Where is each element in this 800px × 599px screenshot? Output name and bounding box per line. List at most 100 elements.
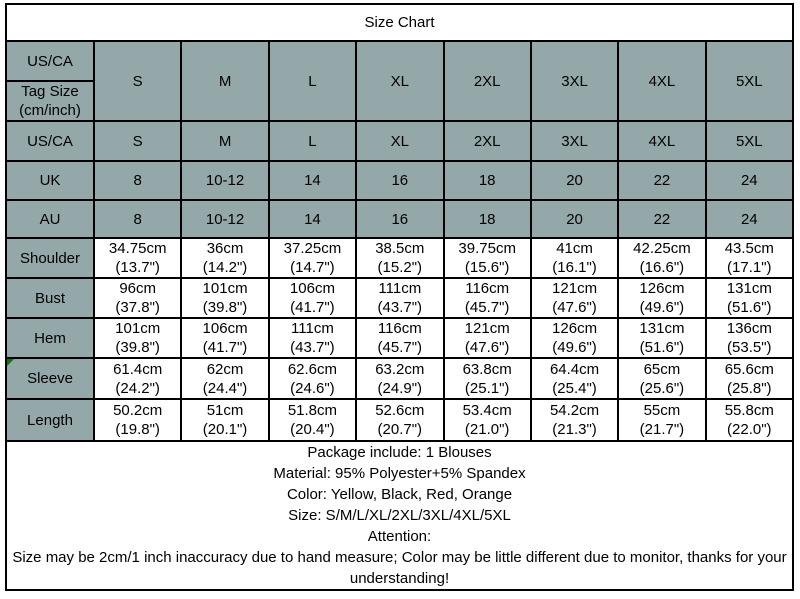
measurement-cell: 111cm (43.7") xyxy=(267,317,358,359)
measurement-cell: 53.4cm (21.0") xyxy=(442,398,532,442)
size-cell: 24 xyxy=(704,199,795,239)
size-cell: 5XL xyxy=(704,120,795,162)
measurement-cell: 121cm (47.6") xyxy=(442,317,532,359)
measurement-cell: 62cm (24.4") xyxy=(180,357,270,400)
note-size: Size: S/M/L/XL/2XL/3XL/4XL/5XL xyxy=(288,507,511,524)
chart-title: Size Chart xyxy=(5,3,794,42)
note-package: Package include: 1 Blouses xyxy=(307,444,492,461)
row-length: Length 50.2cm (19.8") 51cm (20.1") 51.8c… xyxy=(5,398,795,442)
measurement-cell: 37.25cm (14.7") xyxy=(267,237,358,279)
measurement-cell: 36cm (14.2") xyxy=(180,237,270,279)
size-chart-table: Size Chart US/CA S M L XL 2XL 3XL 4XL 5X… xyxy=(5,3,795,591)
header-row-top: US/CA S M L XL 2XL 3XL 4XL 5XL xyxy=(5,40,795,122)
size-cell: 14 xyxy=(267,199,358,239)
corner-label-tag-size: Tag Size (cm/inch) xyxy=(5,80,95,122)
row-sleeve: Sleeve 61.4cm (24.2") 62cm (24.4") 62.6c… xyxy=(5,357,795,400)
measurement-cell: 43.5cm (17.1") xyxy=(704,237,795,279)
size-cell: S xyxy=(92,120,183,162)
measurement-cell: 39.75cm (15.6") xyxy=(442,237,532,279)
row-shoulder: Shoulder 34.75cm (13.7") 36cm (14.2") 37… xyxy=(5,237,795,279)
size-cell: 16 xyxy=(355,199,445,239)
size-cell: M xyxy=(180,120,270,162)
size-cell: 16 xyxy=(355,160,445,201)
measurement-cell: 121cm (47.6") xyxy=(529,277,620,319)
size-cell: XL xyxy=(355,120,445,162)
row-us-ca: US/CA S M L XL 2XL 3XL 4XL 5XL xyxy=(5,120,795,162)
notes-row: Package include: 1 Blouses Material: 95%… xyxy=(5,440,794,591)
size-col-header-5xl: 5XL xyxy=(704,40,795,122)
measurement-cell: 51cm (20.1") xyxy=(180,398,270,442)
measurement-cell: 54.2cm (21.3") xyxy=(529,398,620,442)
size-cell: 22 xyxy=(617,199,707,239)
measurement-cell: 126cm (49.6") xyxy=(617,277,707,319)
size-cell: 3XL xyxy=(529,120,620,162)
measurement-cell: 42.25cm (16.6") xyxy=(617,237,707,279)
measurement-cell: 50.2cm (19.8") xyxy=(92,398,183,442)
excel-error-marker-icon xyxy=(8,360,14,366)
size-cell: 22 xyxy=(617,160,707,201)
size-cell: 18 xyxy=(442,199,532,239)
measurement-cell: 96cm (37.8") xyxy=(92,277,183,319)
measurement-cell: 131cm (51.6") xyxy=(704,277,795,319)
title-row: Size Chart xyxy=(5,3,794,42)
size-col-header-3xl: 3XL xyxy=(529,40,620,122)
size-cell: 4XL xyxy=(617,120,707,162)
measurement-cell: 116cm (45.7") xyxy=(442,277,532,319)
row-uk: UK 8 10-12 14 16 18 20 22 24 xyxy=(5,160,795,201)
measurement-cell: 65.6cm (25.8") xyxy=(704,357,795,400)
size-col-header-m: M xyxy=(180,40,270,122)
size-col-header-2xl: 2XL xyxy=(442,40,532,122)
size-cell: L xyxy=(267,120,358,162)
size-col-header-xl: XL xyxy=(355,40,445,122)
row-label-text: Sleeve xyxy=(27,370,73,387)
note-color: Color: Yellow, Black, Red, Orange xyxy=(286,486,513,503)
row-label: Sleeve xyxy=(5,357,95,400)
measurement-cell: 106cm (41.7") xyxy=(180,317,270,359)
size-cell: 14 xyxy=(267,160,358,201)
measurement-cell: 111cm (43.7") xyxy=(355,277,445,319)
size-cell: 10-12 xyxy=(180,199,270,239)
measurement-cell: 131cm (51.6") xyxy=(617,317,707,359)
measurement-cell: 38.5cm (15.2") xyxy=(355,237,445,279)
measurement-cell: 116cm (45.7") xyxy=(355,317,445,359)
row-label: Length xyxy=(5,398,95,442)
size-cell: 20 xyxy=(529,199,620,239)
measurement-cell: 106cm (41.7") xyxy=(267,277,358,319)
corner-label-us-ca: US/CA xyxy=(5,40,95,82)
product-notes: Package include: 1 Blouses Material: 95%… xyxy=(5,440,794,591)
measurement-cell: 61.4cm (24.2") xyxy=(92,357,183,400)
measurement-cell: 101cm (39.8") xyxy=(180,277,270,319)
row-label: UK xyxy=(5,160,95,201)
measurement-cell: 63.8cm (25.1") xyxy=(442,357,532,400)
size-cell: 2XL xyxy=(442,120,532,162)
note-disclaimer: Size may be 2cm/1 inch inaccuracy due to… xyxy=(12,549,787,587)
measurement-cell: 63.2cm (24.9") xyxy=(355,357,445,400)
row-label: US/CA xyxy=(5,120,95,162)
size-col-header-s: S xyxy=(92,40,183,122)
measurement-cell: 101cm (39.8") xyxy=(92,317,183,359)
size-cell: 24 xyxy=(704,160,795,201)
note-material: Material: 95% Polyester+5% Spandex xyxy=(273,465,526,482)
measurement-cell: 64.4cm (25.4") xyxy=(529,357,620,400)
measurement-cell: 55cm (21.7") xyxy=(617,398,707,442)
measurement-cell: 55.8cm (22.0") xyxy=(704,398,795,442)
size-col-header-4xl: 4XL xyxy=(617,40,707,122)
size-cell: 10-12 xyxy=(180,160,270,201)
measurement-cell: 52.6cm (20.7") xyxy=(355,398,445,442)
row-label: Shoulder xyxy=(5,237,95,279)
row-label: Bust xyxy=(5,277,95,319)
size-cell: 8 xyxy=(92,199,183,239)
row-bust: Bust 96cm (37.8") 101cm (39.8") 106cm (4… xyxy=(5,277,795,319)
size-cell: 8 xyxy=(92,160,183,201)
header-row-bottom: Tag Size (cm/inch) xyxy=(5,80,793,122)
row-au: AU 8 10-12 14 16 18 20 22 24 xyxy=(5,199,795,239)
size-cell: 20 xyxy=(529,160,620,201)
row-label: Hem xyxy=(5,317,95,359)
measurement-cell: 41cm (16.1") xyxy=(529,237,620,279)
measurement-cell: 126cm (49.6") xyxy=(529,317,620,359)
measurement-cell: 51.8cm (20.4") xyxy=(267,398,358,442)
row-label: AU xyxy=(5,199,95,239)
size-col-header-l: L xyxy=(267,40,358,122)
row-hem: Hem 101cm (39.8") 106cm (41.7") 111cm (4… xyxy=(5,317,795,359)
note-attention: Attention: xyxy=(367,528,432,545)
